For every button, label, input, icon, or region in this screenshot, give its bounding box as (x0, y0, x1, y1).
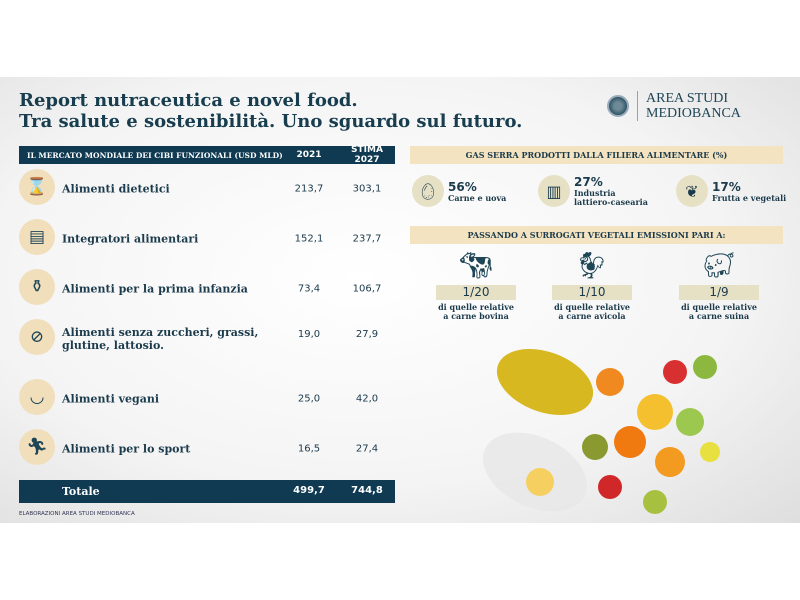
gas-item: 🥚︎ 56% Carne e uova (412, 171, 506, 211)
gluten-free-icon: ⊘ (19, 319, 55, 355)
table-row: ▤ Integratori alimentari 152,1 237,7 (19, 219, 395, 259)
gas-title: GAS SERRA PRODOTTI DALLA FILIERA ALIMENT… (410, 146, 783, 164)
gas-item: ❦ 17% Frutta e vegetali (676, 171, 786, 211)
waist-icon: ⌛ (19, 169, 55, 205)
table-row: ⚱ Alimenti per la prima infanzia 73,4 106,7 (19, 269, 395, 309)
table-header: IL MERCATO MONDIALE DEI CIBI FUNZIONALI … (19, 145, 395, 165)
header-2021: 2021 (296, 150, 322, 160)
emission-item: 🐄︎ 1/20 di quelle relative a carne bovina (436, 247, 516, 321)
emission-item: 🐖︎ 1/9 di quelle relative a carne suina (679, 247, 759, 321)
fruit-vegetable-icon: ❦ (676, 175, 708, 207)
milk-carton-icon: ▥ (538, 175, 570, 207)
footnote: ELABORAZIONI AREA STUDI MEDIOBANCA (19, 511, 135, 517)
gas-item: ▥ 27% Industria lattiero-casearia (538, 171, 654, 211)
title-line-2: Tra salute e sostenibilità. Uno sguardo … (19, 111, 523, 132)
table-row: ⌛ Alimenti dietetici 213,7 303,1 (19, 169, 395, 209)
page-title: Report nutraceutica e novel food. Tra sa… (19, 90, 522, 132)
title-line-1: Report nutraceutica e novel food. (19, 90, 358, 111)
table-row: 🏃︎ Alimenti per lo sport 16,5 27,4 (19, 429, 395, 469)
egg-meat-icon: 🥚︎ (412, 175, 444, 207)
header-label: IL MERCATO MONDIALE DEI CIBI FUNZIONALI … (27, 150, 283, 160)
seal-icon (607, 95, 629, 117)
baby-bottle-icon: ⚱ (19, 269, 55, 305)
supplement-jar-icon: ▤ (19, 219, 55, 255)
cow-icon: 🐄︎ (459, 251, 493, 281)
emissions-title: PASSANDO A SURROGATI VEGETALI EMISSIONI … (410, 226, 783, 244)
emission-item: 🐓︎ 1/10 di quelle relative a carne avicola (552, 247, 632, 321)
table-row: ⊘ Alimenti senza zuccheri, grassi, glutin… (19, 319, 395, 359)
salad-bowl-icon: ◡ (19, 379, 55, 415)
infographic: Report nutraceutica e novel food. Tra sa… (0, 77, 800, 523)
pig-icon: 🐖︎ (702, 251, 736, 281)
logo: AREA STUDI MEDIOBANCA (607, 91, 741, 121)
runner-icon: 🏃︎ (19, 429, 55, 465)
capsule-fruit-image (483, 349, 720, 514)
header-2027: STIMA 2027 (351, 145, 383, 165)
chicken-icon: 🐓︎ (575, 251, 609, 281)
table-total-row: Totale 499,7 744,8 (19, 480, 395, 503)
table-row: ◡ Alimenti vegani 25,0 42,0 (19, 379, 395, 419)
